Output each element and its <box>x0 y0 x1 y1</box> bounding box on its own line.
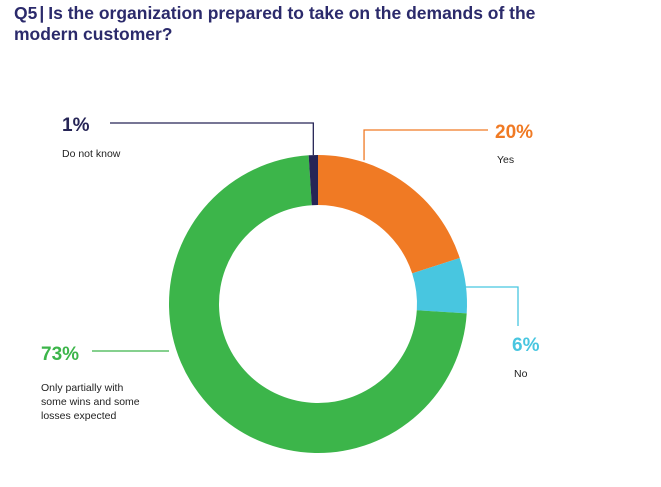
yes-value-label: 20% <box>495 122 533 143</box>
partial-category-label-line3: losses expected <box>41 410 116 422</box>
leader-line-no <box>465 286 519 326</box>
question-title: Q5 | Is the organization prepared to take … <box>14 3 644 45</box>
slice-partial <box>169 155 467 454</box>
leader-line-yes <box>363 129 488 161</box>
question-number: Q5 <box>14 3 38 23</box>
partial-category-label-line2: some wins and some <box>41 396 140 408</box>
no-category-label: No <box>514 368 528 380</box>
slice-no <box>412 257 468 314</box>
slice-yes <box>318 155 460 274</box>
leader-line-dnk <box>110 122 314 156</box>
dnk-value-label: 1% <box>62 115 90 136</box>
donut-slices <box>169 155 468 454</box>
leader-lines <box>92 122 519 352</box>
slice-dnk <box>308 155 318 206</box>
partial-value-label: 73% <box>41 344 79 365</box>
question-text-line1: Is the organization prepared to take on … <box>48 3 536 23</box>
partial-category-label-line1: Only partially with <box>41 382 123 394</box>
question-text-line2: modern customer? <box>14 24 173 44</box>
dnk-category-label: Do not know <box>62 148 121 160</box>
no-value-label: 6% <box>512 335 540 356</box>
question-separator: | <box>39 3 45 23</box>
yes-category-label: Yes <box>497 154 514 166</box>
